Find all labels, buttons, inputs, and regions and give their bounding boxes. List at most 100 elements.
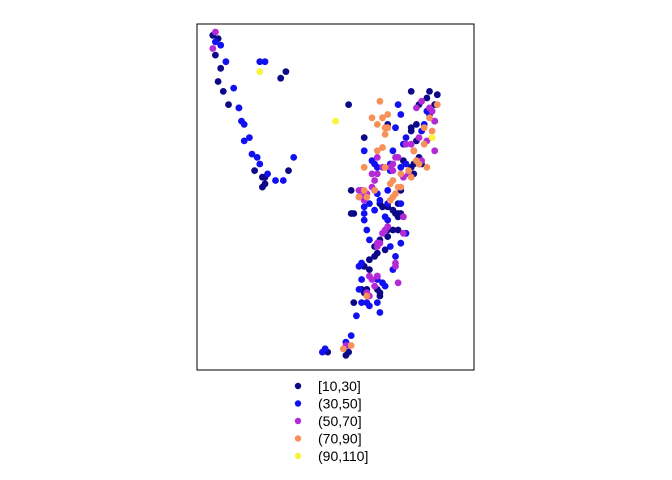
point-0-3 bbox=[217, 64, 225, 72]
point-2-53 bbox=[400, 229, 407, 237]
point-2-48 bbox=[392, 259, 399, 267]
point-1-37 bbox=[376, 309, 384, 316]
point-3-23 bbox=[384, 124, 392, 132]
point-3-19 bbox=[379, 144, 386, 151]
legend-label-4: (90,110] bbox=[318, 448, 368, 464]
point-3-26 bbox=[381, 163, 389, 171]
point-2-23 bbox=[368, 170, 376, 178]
point-2-49 bbox=[394, 279, 402, 287]
point-1-67 bbox=[389, 147, 397, 155]
point-0-62 bbox=[347, 187, 355, 194]
point-1-12 bbox=[264, 170, 271, 178]
point-2-24 bbox=[371, 177, 378, 184]
point-3-20 bbox=[379, 114, 386, 122]
point-4-1 bbox=[332, 117, 339, 125]
point-2-1 bbox=[212, 28, 219, 36]
point-1-53 bbox=[384, 216, 392, 224]
point-3-3 bbox=[397, 170, 405, 178]
point-1-13 bbox=[272, 177, 279, 184]
point-0-19 bbox=[407, 88, 415, 95]
point-2-19 bbox=[386, 163, 394, 171]
point-0-34 bbox=[389, 226, 397, 234]
point-1-58 bbox=[397, 111, 405, 118]
point-1-41 bbox=[347, 332, 355, 339]
point-1-55 bbox=[397, 163, 405, 171]
point-1-6 bbox=[240, 121, 248, 128]
point-3-6 bbox=[420, 124, 428, 132]
point-3-8 bbox=[426, 114, 433, 122]
point-3-25 bbox=[373, 147, 381, 155]
point-3-10 bbox=[420, 140, 428, 148]
point-1-23 bbox=[376, 196, 384, 204]
point-1-31 bbox=[355, 262, 363, 270]
point-2-14 bbox=[402, 140, 410, 148]
legend-marker-0 bbox=[294, 382, 302, 390]
point-1-11 bbox=[256, 160, 264, 168]
point-1-15 bbox=[290, 154, 298, 161]
point-1-72 bbox=[371, 206, 378, 214]
point-3-22 bbox=[384, 111, 392, 118]
point-3-32 bbox=[394, 183, 402, 191]
point-1-1 bbox=[217, 41, 225, 49]
point-3-14 bbox=[386, 196, 394, 204]
point-0-2 bbox=[212, 51, 219, 59]
point-0-61 bbox=[347, 210, 355, 217]
point-2-42 bbox=[371, 282, 378, 290]
point-2-30 bbox=[355, 187, 363, 194]
point-0-48 bbox=[345, 348, 352, 356]
point-3-33 bbox=[423, 163, 431, 171]
point-1-14 bbox=[279, 177, 287, 184]
point-2-3 bbox=[413, 104, 420, 112]
point-0-63 bbox=[413, 121, 420, 128]
point-1-16 bbox=[256, 58, 264, 66]
point-1-26 bbox=[360, 210, 368, 217]
point-1-33 bbox=[355, 286, 363, 293]
point-1-4 bbox=[235, 104, 243, 112]
point-1-28 bbox=[363, 226, 371, 234]
legend-label-2: (50,70] bbox=[318, 413, 362, 429]
point-0-16 bbox=[345, 101, 352, 108]
point-1-49 bbox=[379, 279, 386, 287]
point-4-2 bbox=[428, 134, 436, 142]
point-3-35 bbox=[360, 163, 368, 171]
point-2-35 bbox=[379, 229, 386, 237]
point-1-8 bbox=[240, 137, 248, 145]
point-2-21 bbox=[373, 154, 381, 161]
point-1-43 bbox=[319, 348, 326, 356]
point-2-5 bbox=[428, 107, 436, 115]
point-0-45 bbox=[350, 299, 358, 306]
point-2-7 bbox=[407, 140, 415, 148]
point-2-16 bbox=[392, 154, 399, 161]
point-3-30 bbox=[386, 180, 394, 188]
point-1-0 bbox=[212, 38, 219, 46]
point-0-41 bbox=[366, 266, 373, 273]
legend: [10,30] (30,50](50,70] (70,90](90,110] bbox=[294, 378, 368, 464]
point-3-2 bbox=[373, 121, 381, 128]
point-2-41 bbox=[373, 272, 381, 280]
point-0-8 bbox=[251, 167, 258, 175]
point-3-16 bbox=[347, 342, 355, 349]
point-2-38 bbox=[376, 239, 384, 247]
point-1-24 bbox=[366, 200, 373, 208]
point-1-32 bbox=[358, 276, 365, 283]
point-3-36 bbox=[360, 187, 368, 194]
point-0-6 bbox=[225, 101, 232, 108]
point-3-28 bbox=[407, 173, 415, 181]
point-1-25 bbox=[360, 203, 368, 211]
point-0-13 bbox=[285, 167, 292, 175]
point-1-70 bbox=[397, 200, 405, 208]
point-3-18 bbox=[363, 292, 371, 300]
point-0-21 bbox=[423, 94, 431, 102]
legend-marker-1 bbox=[294, 400, 302, 407]
point-0-15 bbox=[282, 68, 290, 75]
point-1-50 bbox=[397, 239, 405, 247]
point-0-4 bbox=[214, 78, 222, 85]
point-2-6 bbox=[431, 117, 439, 125]
legend-marker-3 bbox=[294, 435, 302, 442]
point-1-35 bbox=[358, 299, 365, 306]
point-0-70 bbox=[407, 124, 415, 132]
point-1-56 bbox=[402, 134, 410, 142]
point-1-27 bbox=[360, 216, 368, 224]
point-0-54 bbox=[381, 246, 389, 254]
legend-marker-4 bbox=[294, 452, 302, 460]
